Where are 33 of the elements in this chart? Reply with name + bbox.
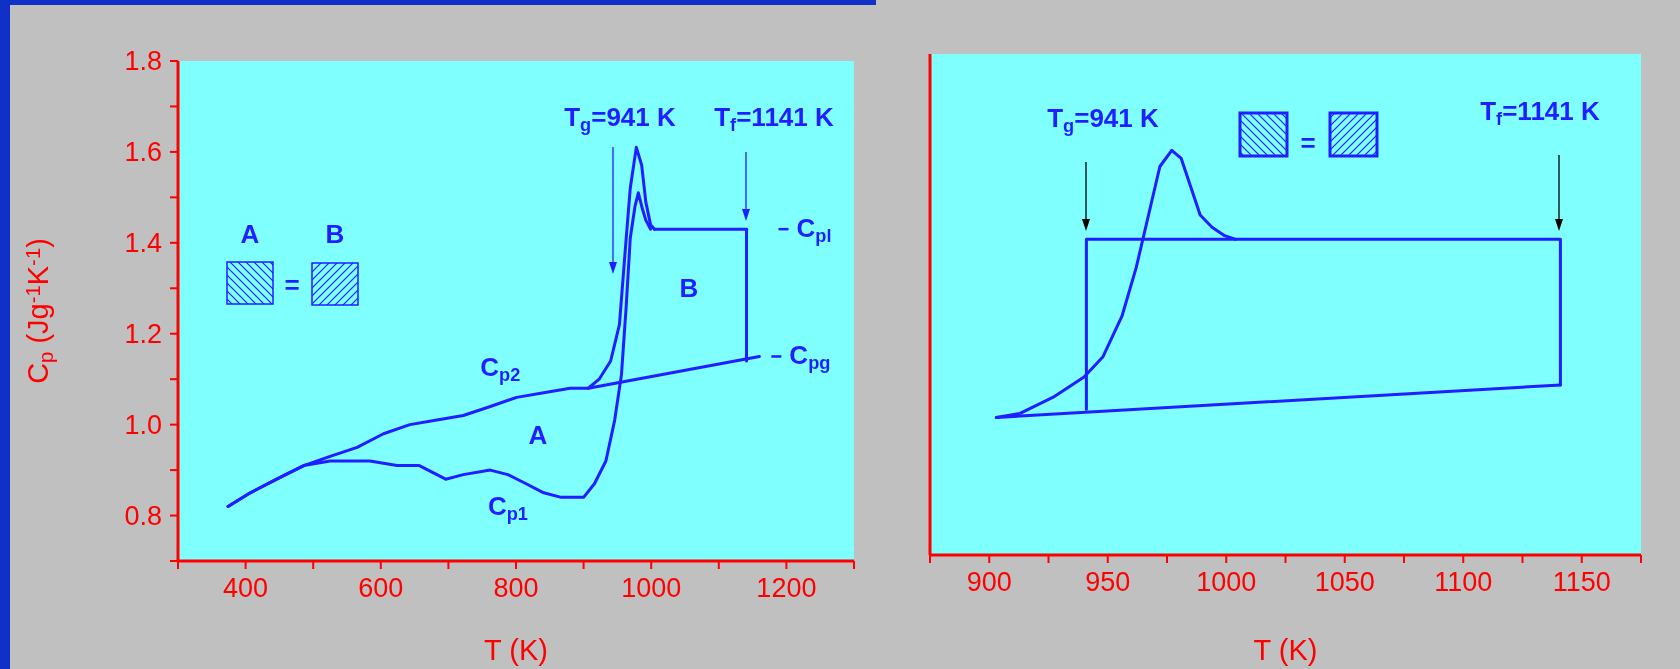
- x-axis-title: T (K): [1253, 634, 1318, 666]
- x-tick-label: 1050: [1314, 567, 1375, 597]
- x-tick-label: 600: [358, 573, 404, 603]
- annotation: A: [528, 420, 548, 450]
- legend-label: C$_{pl}$: [796, 213, 832, 246]
- x-tick-label: 1200: [756, 573, 817, 603]
- y-tick-label: 1.6: [124, 136, 162, 167]
- annotation: B: [325, 219, 345, 249]
- series-label: C$_{p2}$: [480, 352, 521, 385]
- x-tick-label: 1000: [1196, 567, 1257, 597]
- y-tick-label: 0.8: [124, 500, 162, 531]
- series-label: C$_{p1}$: [487, 490, 528, 524]
- x-tick-label: 400: [223, 573, 269, 603]
- annotation: T$_{g}$=941 K: [564, 102, 677, 135]
- annotation: B: [679, 273, 699, 303]
- text: T$_{g}$=941 K: [1047, 103, 1160, 136]
- y-tick-label: 1.0: [124, 409, 162, 440]
- annotation: A: [240, 219, 260, 249]
- legend-label: C$_{pg}$: [789, 340, 831, 373]
- y-tick-label: 1.2: [124, 318, 162, 349]
- x-tick-label: 950: [1085, 567, 1131, 597]
- y-tick-label: 1.8: [124, 46, 162, 76]
- x-tick-label: 1100: [1434, 567, 1493, 597]
- annotation: =: [284, 270, 300, 300]
- x-axis-title: T (K): [484, 634, 548, 666]
- x-tick-label: 1150: [1552, 567, 1611, 597]
- x-tick-label: 1000: [621, 573, 682, 603]
- x-tick-label: 900: [966, 567, 1012, 597]
- y-tick-label: 1.4: [124, 227, 162, 258]
- annotation: T$_{f}$=1141 K: [714, 102, 834, 135]
- x-tick-label: 800: [493, 573, 539, 603]
- text: T$_{f}$=1141 K: [1480, 96, 1600, 129]
- annotation: =: [1300, 128, 1316, 158]
